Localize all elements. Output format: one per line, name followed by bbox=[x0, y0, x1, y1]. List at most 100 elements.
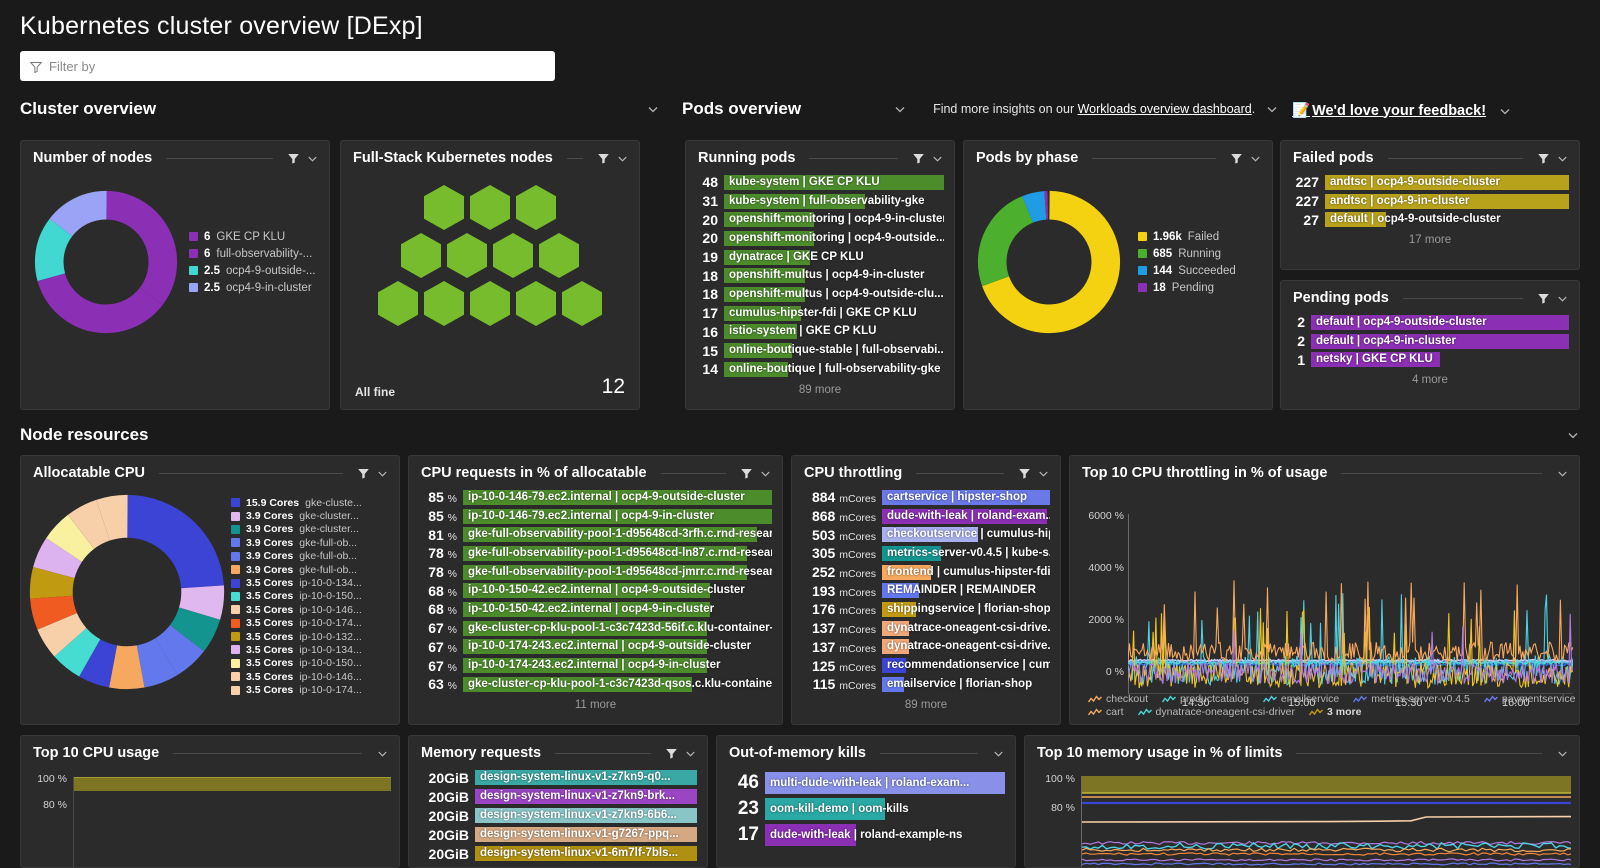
bar-row[interactable]: 68 % ip-10-0-150-42.ec2.internal | ocp4-9… bbox=[417, 581, 772, 600]
chevron-down-icon[interactable] bbox=[1556, 152, 1569, 165]
filter-icon[interactable] bbox=[357, 467, 370, 480]
bar-row[interactable]: 27 default | ocp4-9-outside-cluster bbox=[1289, 210, 1569, 229]
chevron-down-icon[interactable] bbox=[376, 747, 389, 760]
bar-row[interactable]: 1 netsky | GKE CP KLU bbox=[1289, 350, 1569, 369]
chevron-down-icon[interactable] bbox=[616, 152, 629, 165]
bar-row[interactable]: 17 dude-with-leak | roland-example-ns bbox=[725, 822, 1005, 848]
node-hex[interactable] bbox=[470, 185, 510, 230]
donut-slice[interactable] bbox=[29, 494, 225, 690]
bar-row[interactable]: 48 kube-system | GKE CP KLU bbox=[694, 173, 944, 192]
chevron-down-icon[interactable] bbox=[376, 467, 389, 480]
node-hex[interactable] bbox=[539, 233, 579, 278]
bar-row[interactable]: 868 mCores dude-with-leak | roland-exam..… bbox=[800, 507, 1050, 526]
filter-icon[interactable] bbox=[1537, 292, 1550, 305]
bar-row[interactable]: 20GiB design-system-linux-v1-z7kn9-6b6... bbox=[417, 806, 697, 825]
bar-row[interactable]: 20 openshift-monitoring | ocp4-9-in-clust… bbox=[694, 210, 944, 229]
bar-row[interactable]: 137 mCores dynatrace-oneagent-csi-drive..… bbox=[800, 619, 1050, 638]
bar-row[interactable]: 193 mCores REMAINDER | REMAINDER bbox=[800, 581, 1050, 600]
filter-icon[interactable] bbox=[1018, 467, 1031, 480]
bar-row[interactable]: 31 kube-system | full-observability-gke bbox=[694, 192, 944, 211]
bar-row[interactable]: 85 % ip-10-0-146-79.ec2.internal | ocp4-9… bbox=[417, 488, 772, 507]
bar-row[interactable]: 2 default | ocp4-9-in-cluster bbox=[1289, 332, 1569, 351]
bar-row[interactable]: 227 andtsc | ocp4-9-outside-cluster bbox=[1289, 173, 1569, 192]
bar-row[interactable]: 81 % gke-full-observability-pool-1-d95648… bbox=[417, 525, 772, 544]
node-hex[interactable] bbox=[562, 281, 602, 326]
chevron-down-icon[interactable] bbox=[306, 152, 319, 165]
bar-row[interactable]: 15 online-boutique-stable | full-observab… bbox=[694, 341, 944, 360]
chevron-down-icon[interactable] bbox=[931, 152, 944, 165]
legend-item[interactable]: checkout bbox=[1088, 693, 1148, 705]
bar-row[interactable]: 503 mCores checkoutservice | cumulus-hip.… bbox=[800, 525, 1050, 544]
more-label[interactable]: 17 more bbox=[1408, 234, 1452, 247]
bar-row[interactable]: 14 online-boutique | full-observability-g… bbox=[694, 360, 944, 379]
filter-icon[interactable] bbox=[1537, 152, 1550, 165]
chevron-down-icon[interactable] bbox=[1037, 467, 1050, 480]
chevron-down-icon[interactable] bbox=[893, 102, 907, 116]
donut-slice[interactable] bbox=[29, 494, 225, 690]
workloads-dashboard-link[interactable]: Workloads overview dashboard bbox=[1077, 102, 1252, 116]
bar-row[interactable]: 67 % ip-10-0-174-243.ec2.internal | ocp4-… bbox=[417, 638, 772, 657]
bar-row[interactable]: 20GiB design-system-linux-v1-z7kn9-q0... bbox=[417, 768, 697, 787]
bar-row[interactable]: 305 mCores metrics-server-v0.4.5 | kube-s… bbox=[800, 544, 1050, 563]
filter-icon[interactable] bbox=[287, 152, 300, 165]
node-hex[interactable] bbox=[516, 185, 556, 230]
legend-item[interactable]: metrics-server-v0.4.5 bbox=[1353, 693, 1470, 705]
node-hex[interactable] bbox=[447, 233, 487, 278]
bar-row[interactable]: 67 % ip-10-0-174-243.ec2.internal | ocp4-… bbox=[417, 656, 772, 675]
bar-row[interactable]: 78 % gke-full-observability-pool-1-d95648… bbox=[417, 563, 772, 582]
bar-row[interactable]: 85 % ip-10-0-146-79.ec2.internal | ocp4-9… bbox=[417, 507, 772, 526]
chevron-down-icon[interactable] bbox=[1498, 104, 1512, 118]
bar-row[interactable]: 18 openshift-multus | ocp4-9-in-cluster bbox=[694, 266, 944, 285]
filter-icon[interactable] bbox=[597, 152, 610, 165]
bar-row[interactable]: 67 % gke-cluster-cp-klu-pool-1-c3c7423d-5… bbox=[417, 619, 772, 638]
chevron-down-icon[interactable] bbox=[992, 747, 1005, 760]
node-hex[interactable] bbox=[424, 281, 464, 326]
chevron-down-icon[interactable] bbox=[1556, 747, 1569, 760]
bar-row[interactable]: 63 % gke-cluster-cp-klu-pool-1-c3c7423d-q… bbox=[417, 675, 772, 694]
chevron-down-icon[interactable] bbox=[1265, 102, 1279, 116]
bar-row[interactable]: 252 mCores frontend | cumulus-hipster-fdi bbox=[800, 563, 1050, 582]
chevron-down-icon[interactable] bbox=[684, 747, 697, 760]
chevron-down-icon[interactable] bbox=[1556, 467, 1569, 480]
bar-row[interactable]: 78 % gke-full-observability-pool-1-d95648… bbox=[417, 544, 772, 563]
bar-row[interactable]: 19 dynatrace | GKE CP KLU bbox=[694, 248, 944, 267]
more-label[interactable]: 4 more bbox=[1412, 374, 1448, 387]
node-hex[interactable] bbox=[493, 233, 533, 278]
donut-slice[interactable] bbox=[29, 494, 225, 690]
bar-row[interactable]: 68 % ip-10-0-150-42.ec2.internal | ocp4-9… bbox=[417, 600, 772, 619]
bar-row[interactable]: 2 default | ocp4-9-outside-cluster bbox=[1289, 313, 1569, 332]
more-label[interactable]: 89 more bbox=[904, 698, 948, 711]
chevron-down-icon[interactable] bbox=[1556, 292, 1569, 305]
bar-row[interactable]: 20GiB design-system-linux-v1-g7267-ppq... bbox=[417, 825, 697, 844]
bar-row[interactable]: 137 mCores dynatrace-oneagent-csi-drive..… bbox=[800, 638, 1050, 657]
legend-item[interactable]: 3 more bbox=[1309, 706, 1361, 718]
bar-row[interactable]: 20GiB design-system-linux-v1-6m7lf-7bls..… bbox=[417, 844, 697, 863]
bar-row[interactable]: 17 cumulus-hipster-fdi | GKE CP KLU bbox=[694, 304, 944, 323]
filter-icon[interactable] bbox=[1230, 152, 1243, 165]
bar-row[interactable]: 16 istio-system | GKE CP KLU bbox=[694, 323, 944, 342]
chevron-down-icon[interactable] bbox=[1249, 152, 1262, 165]
bar-row[interactable]: 227 andtsc | ocp4-9-in-cluster bbox=[1289, 192, 1569, 211]
bar-row[interactable]: 176 mCores shippingservice | florian-shop bbox=[800, 600, 1050, 619]
chevron-down-icon[interactable] bbox=[1566, 428, 1580, 442]
bar-row[interactable]: 884 mCores cartservice | hipster-shop bbox=[800, 488, 1050, 507]
filter-bar[interactable]: Filter by bbox=[20, 51, 555, 81]
donut-slice[interactable] bbox=[29, 494, 225, 690]
bar-row[interactable]: 115 mCores emailservice | florian-shop bbox=[800, 675, 1050, 694]
node-hex[interactable] bbox=[470, 281, 510, 326]
node-hex[interactable] bbox=[424, 185, 464, 230]
filter-icon[interactable] bbox=[665, 747, 678, 760]
feedback-link[interactable]: 📝 We'd love your feedback! bbox=[1292, 102, 1486, 120]
filter-icon[interactable] bbox=[740, 467, 753, 480]
more-label[interactable]: 89 more bbox=[798, 383, 842, 396]
legend-item[interactable]: dynatrace-oneagent-csi-driver bbox=[1137, 706, 1295, 718]
bar-row[interactable]: 20 openshift-monitoring | ocp4-9-outside.… bbox=[694, 229, 944, 248]
chevron-down-icon[interactable] bbox=[759, 467, 772, 480]
legend-item[interactable]: cart bbox=[1088, 706, 1124, 718]
legend-item[interactable]: productcatalog bbox=[1162, 693, 1249, 705]
bar-row[interactable]: 23 oom-kill-demo | oom-kills bbox=[725, 796, 1005, 822]
legend-item[interactable]: paymentservice bbox=[1483, 693, 1575, 705]
node-hex[interactable] bbox=[401, 233, 441, 278]
filter-icon[interactable] bbox=[912, 152, 925, 165]
chevron-down-icon[interactable] bbox=[646, 102, 660, 116]
